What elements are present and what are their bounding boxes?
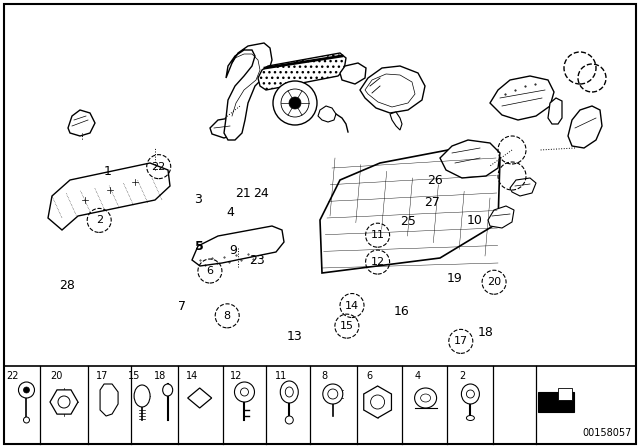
Ellipse shape <box>163 384 173 396</box>
Ellipse shape <box>280 381 298 403</box>
Ellipse shape <box>467 415 474 421</box>
Text: 20: 20 <box>50 371 62 381</box>
Ellipse shape <box>285 387 293 397</box>
Text: 1: 1 <box>104 164 111 178</box>
Polygon shape <box>50 390 78 414</box>
Polygon shape <box>258 53 346 90</box>
Ellipse shape <box>134 385 150 407</box>
Text: 28: 28 <box>60 279 75 293</box>
Text: 6: 6 <box>367 371 372 381</box>
Text: 25: 25 <box>401 215 416 228</box>
Polygon shape <box>360 66 425 113</box>
Polygon shape <box>510 178 536 196</box>
Text: 12: 12 <box>230 371 243 381</box>
Text: 4: 4 <box>227 206 234 220</box>
Ellipse shape <box>323 384 343 404</box>
Text: 9: 9 <box>230 244 237 258</box>
Text: 22: 22 <box>152 162 166 172</box>
Bar <box>538 392 573 412</box>
Polygon shape <box>100 384 118 416</box>
Text: 22: 22 <box>6 371 19 381</box>
Bar <box>557 388 572 400</box>
Circle shape <box>234 382 255 402</box>
Polygon shape <box>188 388 212 408</box>
Ellipse shape <box>328 389 338 399</box>
Text: 6: 6 <box>207 266 213 276</box>
Text: 11: 11 <box>371 230 385 240</box>
Text: 10: 10 <box>467 214 483 227</box>
Polygon shape <box>340 63 366 84</box>
Text: 18: 18 <box>154 371 166 381</box>
Ellipse shape <box>415 388 436 408</box>
Text: 24: 24 <box>253 187 269 200</box>
Text: 3: 3 <box>195 193 202 206</box>
Text: 14: 14 <box>345 301 359 310</box>
Polygon shape <box>210 118 238 138</box>
Polygon shape <box>390 112 402 130</box>
Polygon shape <box>318 106 336 122</box>
Polygon shape <box>192 226 284 266</box>
Text: 13: 13 <box>287 330 302 344</box>
Polygon shape <box>224 43 272 140</box>
Polygon shape <box>548 98 562 124</box>
Polygon shape <box>365 74 415 107</box>
Text: 17: 17 <box>96 371 108 381</box>
Text: 7: 7 <box>179 300 186 314</box>
Polygon shape <box>440 140 500 178</box>
Text: 11: 11 <box>275 371 287 381</box>
Circle shape <box>289 97 301 109</box>
Text: 4: 4 <box>415 371 420 381</box>
Text: 16: 16 <box>394 305 410 318</box>
Polygon shape <box>568 106 602 148</box>
Text: 20: 20 <box>487 277 501 287</box>
Text: 17: 17 <box>454 336 468 346</box>
Text: 12: 12 <box>371 257 385 267</box>
Ellipse shape <box>467 390 474 398</box>
Text: 18: 18 <box>477 326 493 339</box>
Circle shape <box>19 382 35 398</box>
Text: 5: 5 <box>195 240 204 253</box>
Polygon shape <box>320 150 500 273</box>
Ellipse shape <box>461 384 479 404</box>
Text: 27: 27 <box>424 196 440 209</box>
Text: 14: 14 <box>186 371 198 381</box>
Text: 26: 26 <box>428 173 443 187</box>
Ellipse shape <box>420 394 431 402</box>
Circle shape <box>24 387 29 393</box>
Polygon shape <box>488 206 514 228</box>
Text: 21: 21 <box>236 187 251 200</box>
Text: 23: 23 <box>250 254 265 267</box>
Polygon shape <box>68 110 95 136</box>
Text: 8: 8 <box>223 311 231 321</box>
Circle shape <box>24 417 29 423</box>
Text: 15: 15 <box>128 371 140 381</box>
Text: 2: 2 <box>95 215 103 225</box>
Text: 00158057: 00158057 <box>582 428 632 438</box>
Circle shape <box>273 81 317 125</box>
Circle shape <box>285 416 293 424</box>
Polygon shape <box>364 386 392 418</box>
Text: 19: 19 <box>447 272 462 285</box>
Polygon shape <box>490 76 554 120</box>
Polygon shape <box>48 163 170 230</box>
Text: 2: 2 <box>460 371 465 381</box>
Text: 15: 15 <box>340 321 354 331</box>
Text: 8: 8 <box>322 371 328 381</box>
